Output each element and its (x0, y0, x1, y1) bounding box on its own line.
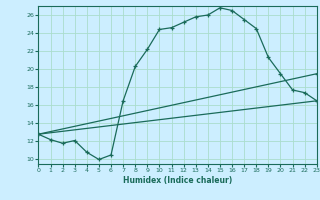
X-axis label: Humidex (Indice chaleur): Humidex (Indice chaleur) (123, 176, 232, 185)
